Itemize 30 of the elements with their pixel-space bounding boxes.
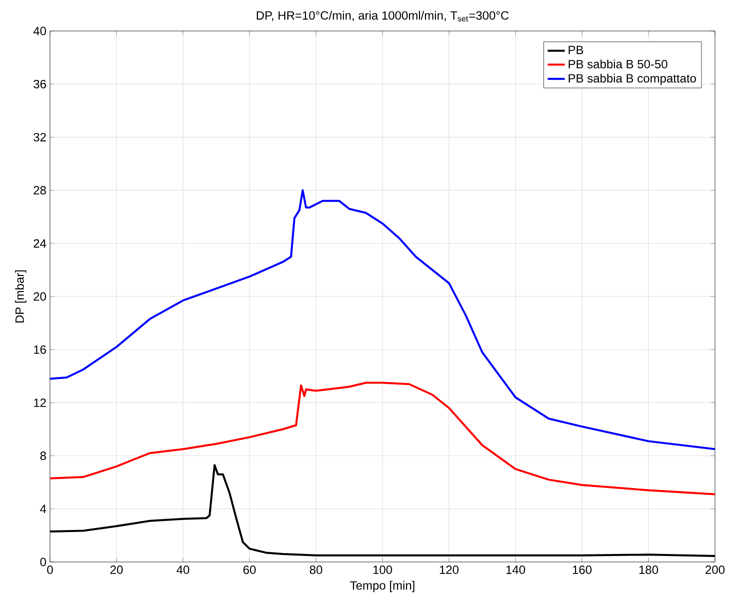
legend-label: PB sabbia B compattato — [568, 74, 696, 85]
x-tick-label: 40 — [176, 566, 190, 574]
y-tick-label: 24 — [34, 239, 46, 248]
x-tick-label: 0 — [47, 566, 53, 574]
x-tick-label: 80 — [310, 566, 322, 574]
line-series — [50, 382, 715, 496]
x-tick-label: 200 — [706, 566, 725, 574]
x-axis-title: Tempo [min] — [350, 580, 414, 592]
y-tick-label: 0 — [40, 558, 46, 566]
y-tick-label: 12 — [34, 398, 46, 407]
y-tick-label: 4 — [40, 504, 46, 514]
x-tick-label: 180 — [639, 566, 658, 574]
line-series — [50, 189, 715, 450]
y-tick-label: 16 — [34, 345, 46, 354]
y-tick-label: 36 — [34, 80, 46, 88]
x-tick-label: 20 — [110, 566, 123, 574]
y-tick-label: 28 — [34, 186, 46, 195]
x-tick-label: 100 — [373, 566, 392, 574]
x-tick-label: 120 — [440, 566, 459, 574]
y-tick-label: 32 — [34, 132, 46, 142]
y-tick-label: 20 — [34, 292, 46, 301]
y-axis-title: DP [mbar] — [15, 270, 26, 323]
legend-label: PB sabbia B 50-50 — [568, 60, 668, 68]
legend-label: PB — [568, 46, 584, 54]
x-tick-label: 60 — [243, 566, 256, 574]
y-tick-label: 8 — [40, 452, 46, 460]
y-tick-label: 40 — [33, 26, 46, 36]
x-tick-label: 160 — [572, 566, 592, 574]
x-tick-label: 140 — [506, 566, 526, 574]
chart-title: DP, HR=10°C/min, aria 1000ml/min, T$_{set}$=300°C — [256, 10, 509, 22]
